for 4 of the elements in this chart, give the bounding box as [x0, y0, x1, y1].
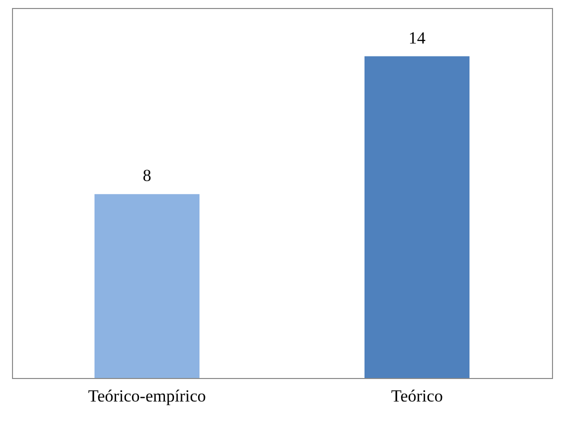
x-tick-label: Teórico-empírico — [88, 386, 206, 406]
data-label: 8 — [142, 166, 152, 186]
x-tick-label: Teórico — [391, 386, 443, 406]
data-label: 14 — [408, 28, 426, 48]
